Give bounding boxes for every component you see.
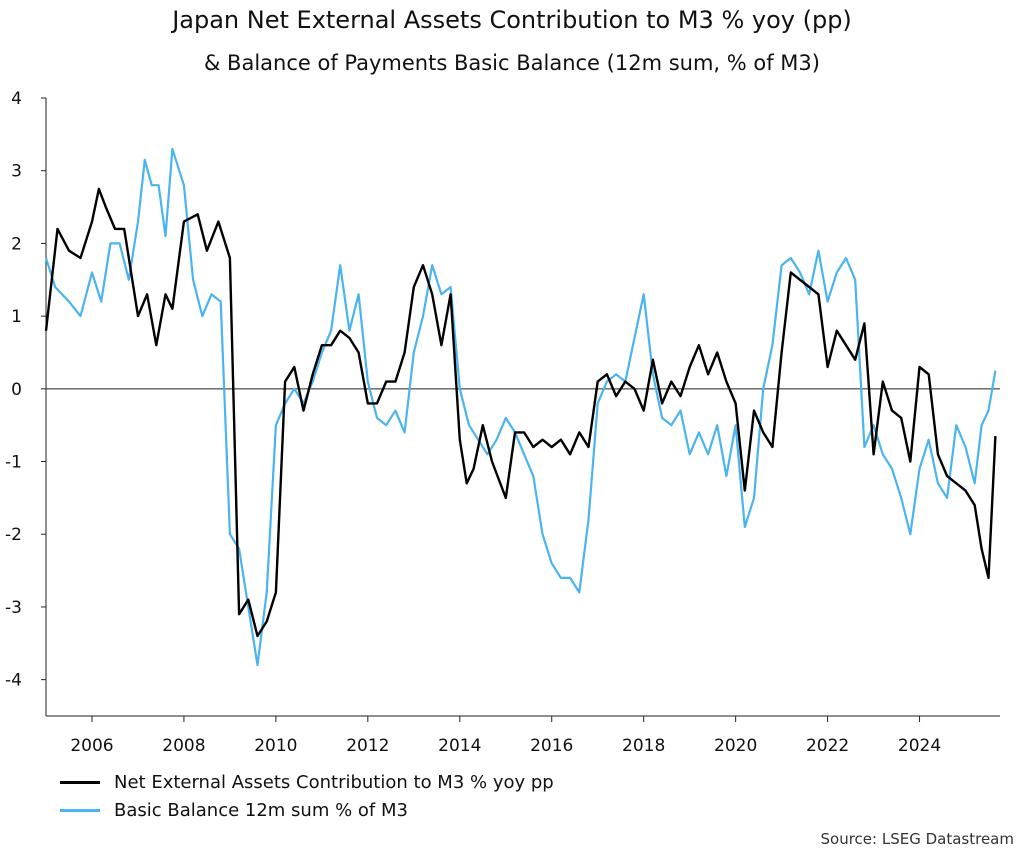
x-tick-label: 2024 bbox=[898, 736, 941, 756]
legend-item-net-external-assets: Net External Assets Contribution to M3 %… bbox=[60, 768, 554, 796]
x-tick-label: 2014 bbox=[438, 736, 481, 756]
legend: Net External Assets Contribution to M3 %… bbox=[60, 768, 554, 824]
legend-item-basic-balance: Basic Balance 12m sum % of M3 bbox=[60, 796, 554, 824]
x-tick-label: 2010 bbox=[254, 736, 297, 756]
x-tick-label: 2018 bbox=[622, 736, 665, 756]
y-tick-label: 0 bbox=[11, 380, 22, 400]
y-tick-label: -3 bbox=[5, 598, 22, 618]
series-line-basic-balance bbox=[44, 147, 997, 667]
legend-swatch-blue bbox=[60, 808, 100, 812]
source-note: Source: LSEG Datastream bbox=[820, 830, 1014, 848]
y-tick-label: 3 bbox=[11, 162, 22, 182]
chart-title: Japan Net External Assets Contribution t… bbox=[172, 6, 852, 34]
x-tick-label: 2008 bbox=[162, 736, 205, 756]
series-line-net-external-assets bbox=[44, 187, 997, 638]
legend-swatch-black bbox=[60, 780, 100, 784]
y-tick-label: 2 bbox=[11, 234, 22, 254]
y-tick-label: -4 bbox=[5, 671, 22, 691]
x-tick-label: 2006 bbox=[70, 736, 113, 756]
x-tick-label: 2020 bbox=[714, 736, 757, 756]
x-tick-label: 2016 bbox=[530, 736, 573, 756]
x-tick-label: 2012 bbox=[346, 736, 389, 756]
y-tick-label: 4 bbox=[11, 89, 22, 109]
x-tick-label: 2022 bbox=[806, 736, 849, 756]
legend-label: Net External Assets Contribution to M3 %… bbox=[114, 771, 554, 793]
legend-label: Basic Balance 12m sum % of M3 bbox=[114, 799, 408, 821]
y-tick-label: -1 bbox=[5, 453, 22, 473]
y-tick-label: -2 bbox=[5, 525, 22, 545]
y-tick-label: 1 bbox=[11, 307, 22, 327]
chart-subtitle: & Balance of Payments Basic Balance (12m… bbox=[204, 51, 820, 75]
